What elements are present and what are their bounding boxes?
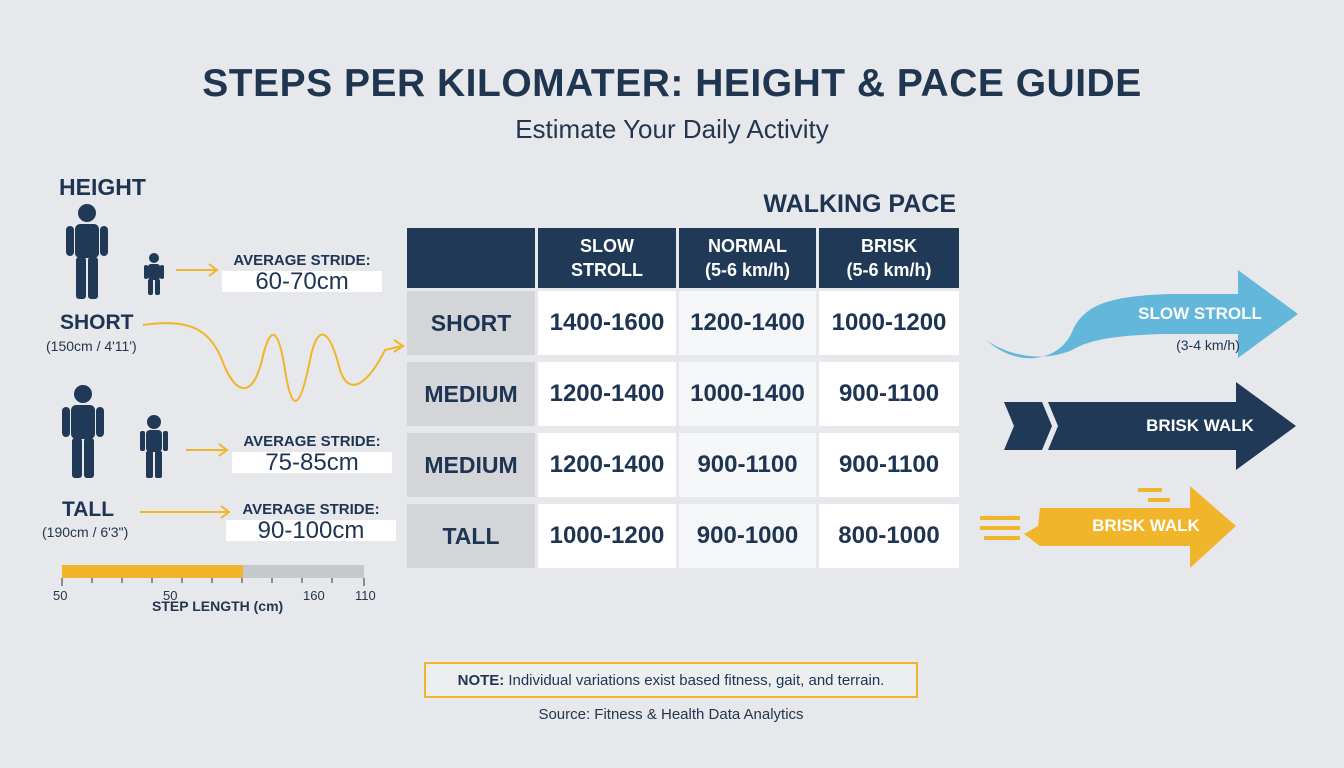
note-box: NOTE: Individual variations exist based … [424, 662, 918, 698]
column-header-line: NORMAL [708, 236, 787, 256]
table-cell: 1000-1400 [679, 362, 816, 426]
column-header-text: SLOW STROLL [571, 234, 643, 282]
adult-figure-icon [62, 385, 104, 478]
slow-stroll-label: SLOW STROLL [1138, 304, 1262, 323]
table-cell: 1200-1400 [679, 291, 816, 355]
step-length-label: STEP LENGTH (cm) [152, 598, 284, 614]
step-tick-label: 160 [303, 588, 325, 603]
column-header: SLOW STROLL [538, 228, 676, 288]
stride-value: 60-70cm [222, 270, 382, 294]
table-cell: 800-1000 [819, 504, 959, 568]
column-header-line: (5-6 km/h) [704, 260, 791, 280]
table-cell: 900-1100 [819, 433, 959, 497]
note-text: Individual variations exist based fitnes… [508, 671, 885, 689]
table-cell: 1200-1400 [538, 433, 676, 497]
tall-label: TALL [62, 498, 115, 521]
height-figures [62, 204, 405, 519]
short-label: SHORT [60, 311, 134, 334]
child-figure-icon [140, 415, 168, 478]
column-header-line: SLOW [580, 236, 634, 256]
column-header: NORMAL (5-6 km/h) [679, 228, 816, 288]
adult-figure-icon [66, 204, 108, 299]
height-heading: HEIGHT [59, 174, 146, 200]
page-title: STEPS PER KILOMATER: HEIGHT & PACE GUIDE [202, 62, 1142, 105]
child-figure-icon [144, 253, 164, 295]
table-cell: 1200-1400 [538, 362, 676, 426]
brisk-walk-label: BRISK WALK [1146, 416, 1254, 435]
row-label: TALL [407, 504, 535, 568]
stride-title: AVERAGE STRIDE: [243, 433, 381, 450]
column-header: BRISK (5-6 km/h) [819, 228, 959, 288]
note-label: NOTE: [457, 671, 505, 689]
wave-connector-icon [142, 322, 403, 402]
stride-info-medium: AVERAGE STRIDE: 75-85cm [232, 431, 392, 475]
table-cell: 1000-1200 [819, 291, 959, 355]
table-corner-header [407, 228, 535, 288]
brisk-walk-arrow-icon [1004, 382, 1296, 470]
table-cell: 1000-1200 [538, 504, 676, 568]
row-label: SHORT [407, 291, 535, 355]
tall-detail: (190cm / 6'3") [42, 524, 129, 540]
brisk-walk-arrow-icon-2 [980, 486, 1236, 568]
column-header-line: BRISK [860, 236, 917, 256]
table-cell: 900-1100 [679, 433, 816, 497]
row-label: MEDIUM [407, 362, 535, 426]
column-header-line: (5-6 km/h) [846, 260, 932, 280]
step-length-bar-fill [62, 565, 243, 578]
stride-value: 90-100cm [226, 519, 396, 543]
stride-title: AVERAGE STRIDE: [242, 501, 380, 518]
table-cell: 900-1100 [819, 362, 959, 426]
step-tick-label: 50 [163, 588, 178, 603]
row-label: MEDIUM [407, 433, 535, 497]
step-length-bar-track [243, 565, 364, 578]
step-tick-label: 110 [355, 588, 376, 603]
slow-stroll-arrow-icon [986, 270, 1298, 359]
page-subtitle: Estimate Your Daily Activity [515, 114, 829, 144]
short-detail: (150cm / 4'11') [46, 338, 137, 354]
step-length-ticks [61, 578, 365, 586]
brisk-walk-label: BRISK WALK [1092, 516, 1200, 535]
source-text: Source: Fitness & Health Data Analytics [538, 706, 804, 723]
stride-value: 75-85cm [232, 451, 392, 475]
step-tick-label: 50 [53, 588, 68, 603]
stride-title: AVERAGE STRIDE: [233, 252, 371, 269]
stride-info-short: AVERAGE STRIDE: 60-70cm [222, 250, 382, 294]
pace-table: SLOW STROLL NORMAL (5-6 km/h) BRISK (5-6 km/h… [407, 228, 959, 568]
column-header-line: STROLL [571, 260, 643, 280]
slow-stroll-detail: (3-4 km/h) [1176, 337, 1240, 353]
column-header-text: BRISK (5-6 km/h) [846, 234, 931, 282]
stride-info-tall: AVERAGE STRIDE: 90-100cm [226, 499, 396, 543]
table-cell: 900-1000 [679, 504, 816, 568]
column-header-text: NORMAL (5-6 km/h) [705, 234, 790, 282]
pace-arrows [980, 270, 1298, 568]
table-cell: 1400-1600 [538, 291, 676, 355]
chart-title: WALKING PACE [763, 190, 956, 218]
pointer-arrow-icon [140, 263, 231, 519]
